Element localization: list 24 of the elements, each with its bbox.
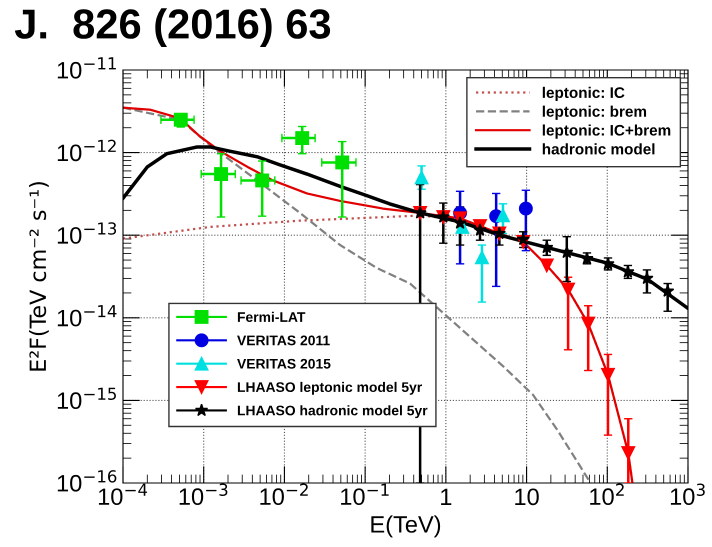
legend-label: leptonic: IC [542,86,624,102]
y-tick-label: 10$^{−12}$ [58,140,116,162]
legend-label: LHAASO hadronic model 5yr [238,405,428,418]
x-tick-label: 10 [515,488,539,506]
y-tick-label: 10$^{−11}$ [58,57,116,79]
legend-label: hadronic model [542,143,654,155]
legend-label: leptonic: IC+brem [542,124,670,139]
text: J. 826 (2016) 63 [14,8,330,48]
y-tick-label: 10$^{−13}$ [58,222,116,244]
legend-label: VERITAS 2011 [237,335,330,346]
legend-label: leptonic: brem [542,106,646,120]
legend-label: Fermi-LAT [238,312,306,322]
x-axis-title: E(TeV) [371,515,440,538]
x-tick-label: 1 [441,488,452,505]
x-tick-label: 10$^{−2}$ [260,483,308,506]
x-tick-label: 10$^{−1}$ [341,484,389,506]
legend-label: LHAASO leptonic model 5yr [238,382,422,395]
y-tick-label: 10$^{−15}$ [58,388,116,410]
x-tick-label: 10$^{2}$ [590,483,624,506]
x-tick-label: 10$^{−3}$ [180,483,228,506]
x-tick-label: 10$^{3}$ [670,483,705,506]
legend-label: VERITAS 2015 [237,358,331,369]
y-tick-label: 10$^{−14}$ [58,305,116,326]
y-axis-title: E²F(TeV cm⁻² s⁻¹) [29,182,49,371]
